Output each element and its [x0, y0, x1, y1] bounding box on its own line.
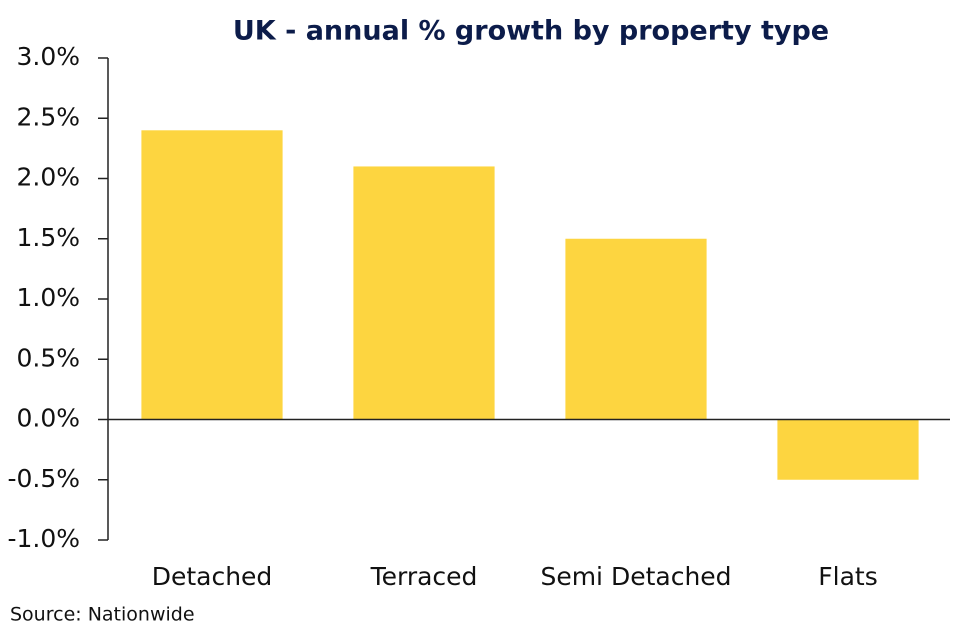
- bar: [777, 419, 919, 480]
- chart-title: UK - annual % growth by property type: [233, 16, 829, 47]
- x-tick-label: Detached: [152, 562, 273, 591]
- y-tick-label: 1.0%: [16, 283, 80, 312]
- x-tick-label: Semi Detached: [540, 562, 731, 591]
- source-note: Source: Nationwide: [10, 604, 195, 626]
- y-tick-label: 2.5%: [16, 102, 80, 131]
- y-tick-label: 2.0%: [16, 163, 80, 192]
- y-tick-label: 3.0%: [16, 42, 80, 71]
- y-tick-label: 0.0%: [16, 404, 80, 433]
- y-tick-label: -1.0%: [7, 524, 80, 553]
- y-tick-label: -0.5%: [7, 464, 80, 493]
- bar: [141, 130, 283, 420]
- y-tick-label: 1.5%: [16, 223, 80, 252]
- y-tick-label: 0.5%: [16, 343, 80, 372]
- bar: [353, 166, 495, 420]
- bar: [565, 238, 707, 420]
- x-tick-label: Terraced: [370, 562, 478, 591]
- x-tick-label: Flats: [818, 562, 877, 591]
